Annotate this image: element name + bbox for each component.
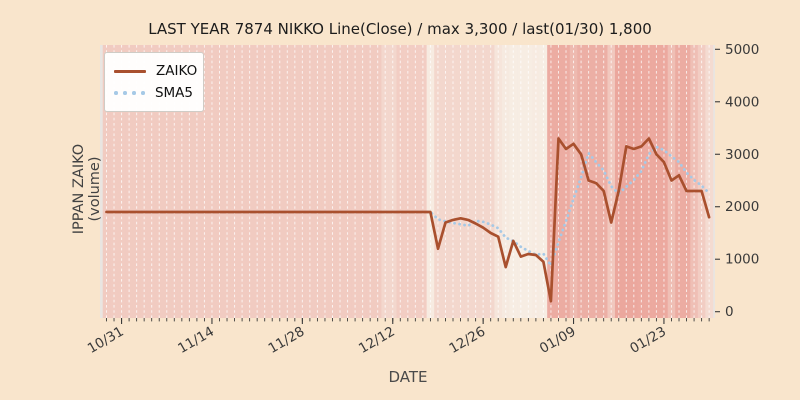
- legend-item-sma5: SMA5: [114, 82, 193, 104]
- chart-title: LAST YEAR 7874 NIKKO Line(Close) / max 3…: [148, 20, 652, 38]
- y-tick-label: 4000: [725, 94, 759, 110]
- legend: ZAIKO SMA5: [104, 52, 204, 112]
- x-tick-label: 10/31: [85, 324, 127, 357]
- x-tick-label: 12/26: [446, 324, 488, 357]
- y-tick-label: 1000: [725, 252, 759, 268]
- x-tick-label: 01/09: [537, 324, 579, 357]
- zaiko-line: [105, 137, 711, 303]
- y-tick-label: 2000: [725, 199, 759, 215]
- x-tick-label: 11/28: [266, 324, 308, 357]
- x-axis-label: DATE: [388, 368, 428, 386]
- y-tick-label: 3000: [725, 147, 759, 163]
- legend-label-zaiko: ZAIKO: [156, 63, 198, 79]
- sma5-dotted-swatch-icon: [114, 91, 145, 95]
- y-axis-label: IPPAN ZAIKO (volume): [71, 143, 103, 235]
- x-tick-label: 12/12: [356, 324, 398, 357]
- y-tick-label: 0: [725, 304, 734, 320]
- zaiko-line-swatch-icon: [114, 69, 146, 73]
- legend-label-sma5: SMA5: [154, 85, 193, 101]
- x-tick-label: 01/23: [627, 324, 669, 357]
- legend-item-zaiko: ZAIKO: [114, 60, 197, 82]
- x-tick-label: 11/14: [175, 324, 217, 357]
- y-tick-label: 5000: [725, 42, 759, 58]
